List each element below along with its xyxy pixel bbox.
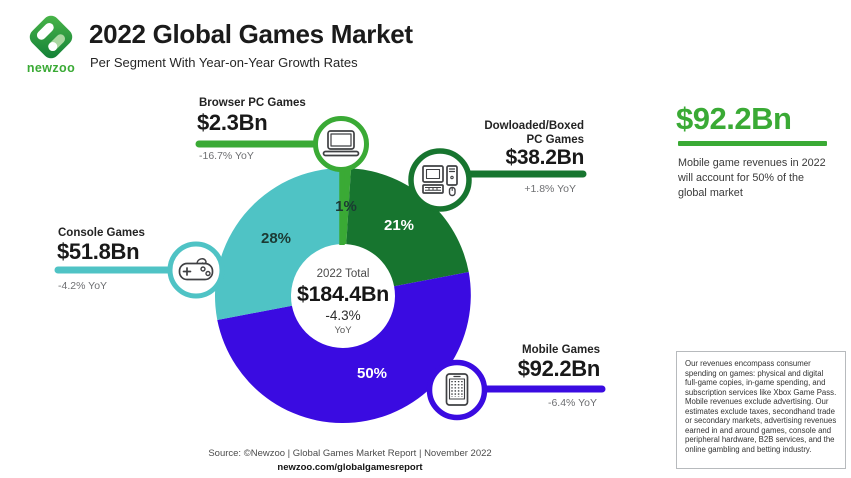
donut-slice-console-games (215, 168, 343, 320)
page-title: 2022 Global Games Market (89, 19, 413, 49)
browser-icon-circle (313, 116, 369, 172)
center-total-value: $184.4Bn (297, 282, 389, 306)
newzoo-logo-icon (29, 15, 73, 59)
mobile-callout-label: Mobile Games (522, 344, 600, 356)
highlight-value: $92.2Bn (676, 101, 792, 136)
donut-slice-dowloaded-boxed-pc-games (346, 168, 469, 287)
center-total-growth: -4.3% (325, 308, 360, 323)
browser-callout-yoy: -16.7% YoY (199, 150, 254, 162)
highlight-description: Mobile game revenues in 2022 will accoun… (678, 157, 826, 199)
share-label-console: 28% (261, 230, 291, 247)
donut-slices (215, 167, 471, 424)
smartphone-icon (445, 373, 469, 406)
center-total-yoy-suffix: YoY (334, 325, 352, 336)
logo-diamond (29, 15, 73, 59)
desktop-pc-icon (422, 165, 458, 197)
browser-callout-value: $2.3Bn (197, 110, 268, 135)
console-callout-yoy: -4.2% YoY (58, 280, 108, 292)
downloaded-icon-circle (408, 148, 472, 212)
share-label-browser: 1% (335, 198, 357, 215)
gamepad-icon (178, 258, 214, 281)
disclaimer-text: Our revenues encompass consumer spending… (685, 359, 837, 454)
mobile-icon-circle (426, 359, 488, 421)
share-label-downloaded: 21% (384, 217, 414, 234)
console-callout-label: Console Games (58, 227, 145, 239)
laptop-icon (322, 130, 360, 157)
highlight-underline (678, 141, 827, 146)
page-subtitle: Per Segment With Year-on-Year Growth Rat… (90, 55, 358, 70)
console-icon-circle (167, 241, 225, 299)
report-url[interactable]: newzoo.com/globalgamesreport (277, 462, 423, 473)
disclaimer-box: Our revenues encompass consumer spending… (676, 351, 846, 469)
downloaded-callout-value: $38.2Bn (505, 146, 585, 169)
console-callout-value: $51.8Bn (57, 239, 140, 264)
donut-slice-browser-pc-games (343, 167, 352, 245)
source-line: Source: ©Newzoo | Global Games Market Re… (208, 448, 492, 459)
logo-wordmark: newzoo (26, 61, 76, 75)
downloaded-callout-yoy: +1.8% YoY (524, 183, 576, 195)
mobile-callout-yoy: -6.4% YoY (547, 397, 597, 409)
browser-callout-label: Browser PC Games (199, 97, 306, 109)
mobile-callout-value: $92.2Bn (517, 356, 601, 381)
donut-slice-mobile-games (217, 272, 471, 424)
share-label-mobile: 50% (357, 365, 387, 382)
center-total-label: 2022 Total (317, 268, 370, 280)
downloaded-callout-label: Dowloaded/Boxed PC Games (484, 120, 584, 146)
